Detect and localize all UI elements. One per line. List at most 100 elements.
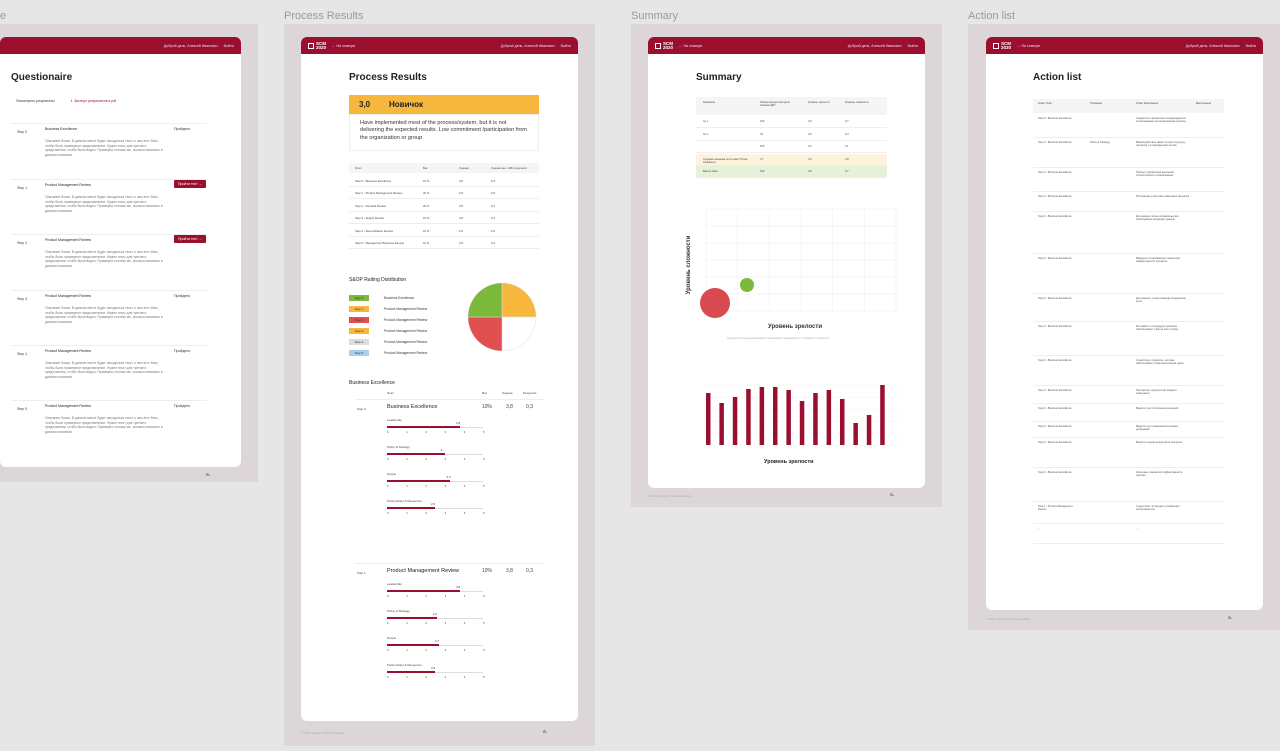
pie-slice [501, 282, 537, 318]
logo-mark [655, 42, 661, 49]
table-row-divider [1033, 191, 1224, 192]
table-cell: Step 0 - Business Excellence [1038, 441, 1072, 444]
logo-text: SCM [316, 40, 326, 46]
page-title: Questionaire [11, 72, 73, 83]
table-cell: Ведется оценка результатов процесса [1136, 441, 1183, 444]
logout-link[interactable]: Выйти [1245, 43, 1256, 48]
axis-tick: 4 [463, 430, 466, 434]
footer-logo: a. [543, 729, 548, 735]
table-row-divider [1033, 137, 1224, 138]
action-list-page: SCM 2020 ← На главную Добрый день, Алексе… [986, 37, 1263, 610]
process-results-page: SCM 2020 ← На главную Добрый день, Алексе… [301, 37, 578, 721]
table-row-divider [1033, 437, 1224, 438]
table-cell: 3,6 [808, 157, 812, 161]
axis-tick: 5 [483, 675, 485, 679]
axis-tick: 1 [406, 484, 408, 488]
step-number: Step 5 [17, 407, 28, 411]
table-cell: Существуют процессы, которые обеспечиваю… [1136, 359, 1184, 366]
bubble-ylabel: Уровень сложности [686, 235, 692, 294]
table-cell: Существует ли процесс управления ассорти… [1136, 505, 1180, 512]
bubble-point [700, 288, 730, 318]
footer-logo: a. [890, 492, 895, 498]
table-cell: Введены согласованные показатели эффекти… [1136, 257, 1181, 264]
export-icon: ⇪ [70, 99, 74, 103]
step-description: Описание блока. В данном месте будет нах… [45, 306, 163, 324]
footer-copyright: © 2021 Supply Chain Consulting [986, 617, 1030, 621]
logout-link[interactable]: Выйти [907, 43, 918, 48]
business-excellence-title: Business Excellence [349, 380, 395, 386]
app-header: SCM 2020 ← На главную Добрый день, Алексе… [301, 37, 578, 54]
block-name: Business Excellence [387, 404, 438, 410]
axis-tick: 5 [483, 594, 485, 598]
table-cell: Протоколы о результатах каждого совещани… [1136, 389, 1177, 396]
table-cell: 3,8 [459, 216, 463, 221]
axis-tick: 4 [463, 457, 466, 461]
table-row [696, 166, 887, 178]
logo[interactable]: SCM 2020 [308, 40, 326, 50]
logout-link[interactable]: Выйти [560, 43, 571, 48]
block-step: Step 1 [357, 571, 366, 575]
table-row-divider [1033, 355, 1224, 356]
step-description: Описание блока. В данном месте будет нах… [45, 250, 163, 268]
criterion-bar [387, 671, 435, 673]
take-test-button[interactable]: Пройти тест → [174, 180, 207, 188]
step-divider [11, 234, 207, 235]
app-header: SCM 2020 ← На главную Добрый день, Алексе… [648, 37, 925, 54]
bar [746, 389, 751, 445]
table-cell: 2,8 [459, 191, 463, 196]
step-status-badge: Пройдено [174, 404, 191, 408]
take-test-button[interactable]: Пройти тест → [174, 235, 207, 243]
step-number: Step 1 [17, 186, 28, 190]
table-cell: 3,0 [808, 120, 812, 123]
step-divider [11, 345, 207, 346]
footer-copyright: © 2021 Supply Chain Consulting [648, 494, 692, 498]
rating-chip: Step 1 [349, 306, 369, 312]
score-banner: 3,0 Новичок [349, 95, 539, 114]
block-step: Step 0 [357, 407, 366, 411]
table-header-cell: Уровень сложности [845, 101, 869, 104]
logo[interactable]: SCM 2020 [655, 41, 673, 50]
logo[interactable]: SCM 2020 [993, 41, 1011, 50]
app-header: Добрый день, Алексей Иванович Выйти [0, 37, 241, 54]
table-cell: Best-in-class [703, 170, 718, 173]
back-link[interactable]: ← На главную [679, 43, 703, 48]
axis-tick: 1 [406, 621, 408, 625]
table-cell: Step 0 - Business Excellence [1038, 407, 1072, 410]
block-divider [355, 399, 545, 400]
axis-tick: 3 [444, 457, 447, 461]
rating-chip: Step 4 [349, 339, 369, 345]
step-name: Product Management Review [45, 238, 91, 242]
table-cell: Step 0 - Business Excellence [1038, 171, 1072, 174]
export-pdf-link[interactable]: ⇪ Экспорт результатов в pdf [70, 99, 116, 103]
axis-tick: 2 [425, 621, 427, 625]
axis-tick: 4 [463, 648, 466, 652]
back-link[interactable]: ← На главную [332, 43, 356, 48]
view-results-link[interactable]: Посмотреть результаты [16, 99, 55, 103]
axis-tick: 2 [425, 648, 427, 652]
criterion-value: 3 [440, 448, 443, 452]
criterion-bar [387, 644, 439, 646]
footer-copyright: — [0, 473, 3, 477]
table-cell: 0,3 [491, 203, 495, 208]
table-cell: 3,6 [808, 132, 812, 136]
page-title: Summary [696, 72, 742, 83]
table-cell: 100 [760, 120, 765, 123]
step-name: Product Management Review [45, 294, 91, 298]
table-cell: ... [1038, 527, 1041, 530]
page-title: Process Results [349, 72, 427, 83]
rating-label: Product Management Review [384, 351, 428, 355]
table-cell: Step 0 - Business Excellence [355, 179, 392, 183]
distribution-title: S&OP Raiting Distribution [349, 277, 407, 283]
axis-tick: 5 [483, 648, 485, 652]
step-number: Step 0 [17, 130, 28, 134]
table-header-cell: Общая процентная доля объема ЦЕП [760, 101, 790, 108]
logout-link[interactable]: Выйти [223, 43, 234, 48]
criterion-value: 2,5 [431, 502, 436, 506]
axis-tick: 3 [444, 511, 447, 515]
back-link[interactable]: ← На главную [1017, 43, 1041, 48]
table-cell: Step 0 - Business Excellence [1038, 389, 1072, 392]
table-cell: Step 1 - Product Management Review [1038, 505, 1073, 512]
block-result: 0,3 [526, 404, 533, 410]
block-name: Product Management Review [387, 568, 460, 574]
table-row [696, 116, 887, 128]
